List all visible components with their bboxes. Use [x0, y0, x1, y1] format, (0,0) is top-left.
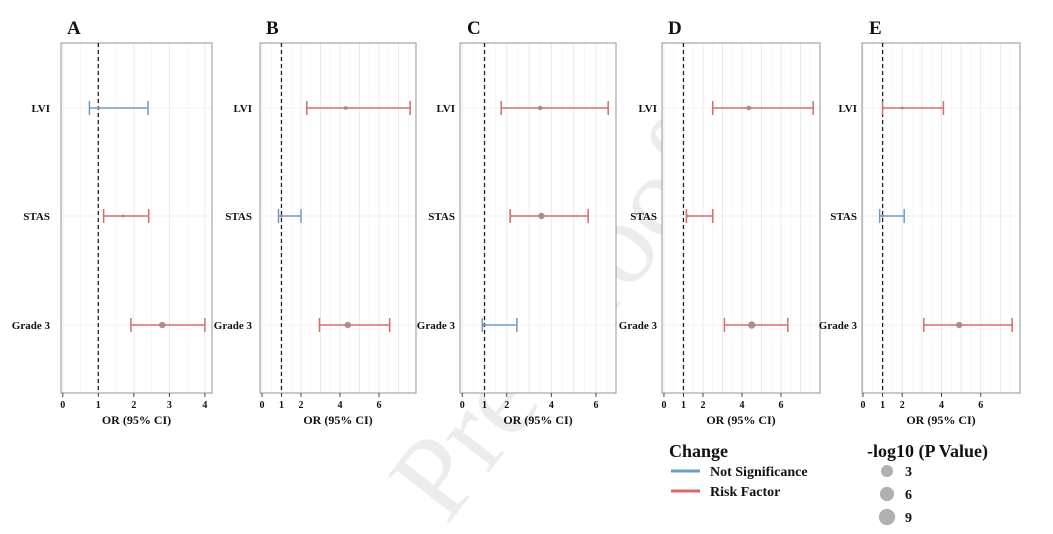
legend-item-label: 3 [905, 465, 912, 480]
x-axis-label: OR (95% CI) [906, 413, 975, 427]
legend-change: Change Not Significance Risk Factor [669, 441, 808, 500]
or-point [280, 214, 283, 218]
forest-panel-b: B LVI STAS Grade 3 0 1 2 4 6 OR (95% CI) [214, 18, 417, 427]
legend-size-point [880, 464, 894, 478]
x-tick-label: 4 [337, 400, 342, 411]
or-point [344, 321, 351, 329]
panel-background [61, 43, 212, 393]
x-tick-label: 2 [900, 400, 905, 411]
x-tick-label: 1 [96, 400, 101, 411]
row-label: LVI [31, 103, 50, 115]
legend-item-label: 6 [905, 488, 912, 503]
x-tick-label: 0 [860, 400, 865, 411]
legend-size-point [879, 486, 895, 502]
x-tick-label: 1 [880, 400, 885, 411]
x-axis-label: OR (95% CI) [102, 413, 171, 427]
or-point [955, 321, 963, 329]
row-label: LVI [436, 103, 455, 115]
forest-panel-a: A LVI STAS Grade 3 0 1 2 3 4 OR (95% CI) [12, 18, 213, 427]
or-point [685, 214, 689, 218]
legend-size: -log10 (P Value) 3 6 9 [867, 441, 988, 526]
x-tick-label: 4 [202, 400, 207, 411]
x-axis-label: OR (95% CI) [706, 413, 775, 427]
x-tick-label: 4 [939, 400, 944, 411]
panel-border [459, 42, 617, 394]
x-tick-label: 2 [700, 400, 705, 411]
x-tick-label: 2 [298, 400, 303, 411]
x-tick-label: 4 [739, 400, 744, 411]
row-label: STAS [225, 211, 252, 223]
x-tick-label: 4 [549, 400, 554, 411]
or-point [121, 214, 125, 218]
legend-size-point [878, 508, 896, 526]
or-point [881, 214, 885, 218]
row-label: STAS [23, 211, 50, 223]
x-axis-label: OR (95% CI) [303, 413, 372, 427]
forest-panel-e: E LVI STAS Grade 3 0 1 2 4 6OR (95% CI) [819, 18, 1021, 427]
panel-border [661, 42, 821, 394]
or-point [746, 105, 752, 111]
forest-panel-c: C LVI STAS Grade 3 0 1 2 4 6 OR (95% CI) [417, 18, 617, 427]
x-tick-label: 0 [259, 400, 264, 411]
panel-border [60, 42, 213, 394]
or-point [343, 106, 348, 110]
row-label: STAS [428, 211, 455, 223]
row-label: STAS [630, 211, 657, 223]
x-tick-label: 2 [504, 400, 509, 411]
panel-label: A [67, 18, 81, 39]
row-label: Grade 3 [214, 320, 253, 332]
panel-border [259, 42, 417, 394]
x-tick-label: 1 [279, 400, 284, 411]
or-point [481, 323, 485, 327]
panel-background [260, 43, 416, 393]
forest-panel-d: D LVI STAS Grade 3 0 1 2 4 6OR (95% CI) [619, 18, 821, 427]
x-tick-label: 0 [661, 400, 666, 411]
legend-title: -log10 (P Value) [867, 441, 988, 462]
legend-item-label: 9 [905, 511, 912, 526]
panel-label: C [467, 18, 481, 39]
row-label: Grade 3 [417, 320, 456, 332]
or-point [159, 321, 166, 329]
x-tick-label: 1 [482, 400, 487, 411]
row-label: LVI [638, 103, 657, 115]
or-point [537, 105, 543, 111]
x-tick-label: 2 [131, 400, 136, 411]
or-point [748, 321, 756, 329]
row-label: Grade 3 [619, 320, 658, 332]
legend-item-label: Risk Factor [710, 485, 780, 500]
legend-title: Change [669, 441, 728, 461]
panel-border [861, 42, 1021, 394]
panel-background [662, 43, 820, 393]
x-tick-label: 6 [778, 400, 783, 411]
row-label: Grade 3 [819, 320, 858, 332]
panel-label: E [869, 18, 882, 39]
x-tick-label: 0 [60, 400, 65, 411]
x-tick-label: 1 [681, 400, 686, 411]
panel-label: D [668, 18, 682, 39]
x-tick-label: 6 [593, 400, 598, 411]
x-tick-label: 3 [167, 400, 172, 411]
panel-background [460, 43, 616, 393]
legend-item-label: Not Significance [710, 465, 808, 480]
row-label: Grade 3 [12, 320, 51, 332]
row-label: LVI [838, 103, 857, 115]
panel-background [862, 43, 1020, 393]
or-point [900, 106, 904, 110]
x-tick-label: 6 [376, 400, 381, 411]
x-tick-label: 0 [460, 400, 465, 411]
x-tick-label: 6 [978, 400, 983, 411]
row-label: STAS [830, 211, 857, 223]
panel-label: B [266, 18, 279, 39]
or-point [538, 212, 545, 220]
x-axis-label: OR (95% CI) [503, 413, 572, 427]
or-point [96, 106, 100, 110]
row-label: LVI [233, 103, 252, 115]
